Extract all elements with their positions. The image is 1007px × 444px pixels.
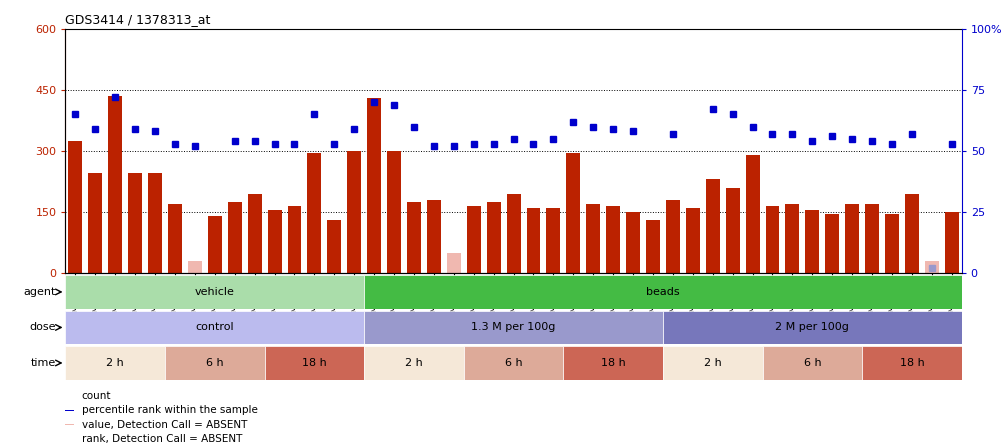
Bar <box>288 206 301 273</box>
Text: 2 h: 2 h <box>704 358 722 368</box>
Text: beads: beads <box>646 287 680 297</box>
Text: percentile rank within the sample: percentile rank within the sample <box>82 405 258 416</box>
Bar <box>368 98 381 273</box>
Bar <box>188 261 201 273</box>
Bar <box>527 208 541 273</box>
Bar <box>89 173 103 273</box>
Bar <box>626 212 640 273</box>
Bar <box>606 206 620 273</box>
Bar <box>65 311 365 344</box>
Text: 6 h: 6 h <box>206 358 224 368</box>
Text: 2 h: 2 h <box>107 358 124 368</box>
Bar <box>765 206 779 273</box>
Bar <box>128 173 142 273</box>
Bar <box>65 439 75 440</box>
Bar <box>327 220 341 273</box>
Bar <box>347 151 362 273</box>
Text: 1.3 M per 100g: 1.3 M per 100g <box>471 322 556 333</box>
Bar <box>845 204 859 273</box>
Bar <box>686 208 700 273</box>
Bar <box>65 275 365 309</box>
Bar <box>785 204 800 273</box>
Bar <box>706 179 720 273</box>
Bar <box>467 206 480 273</box>
Bar <box>646 220 660 273</box>
Text: 18 h: 18 h <box>899 358 924 368</box>
Text: dose: dose <box>29 322 55 333</box>
Bar <box>885 214 899 273</box>
Bar <box>65 424 75 425</box>
Bar <box>68 141 83 273</box>
Text: 18 h: 18 h <box>302 358 327 368</box>
Bar <box>826 214 839 273</box>
Bar <box>65 346 165 380</box>
Text: control: control <box>195 322 235 333</box>
Bar <box>586 204 600 273</box>
Text: time: time <box>30 358 55 368</box>
Text: 18 h: 18 h <box>601 358 625 368</box>
Bar <box>806 210 820 273</box>
Bar <box>407 202 421 273</box>
Text: rank, Detection Call = ABSENT: rank, Detection Call = ABSENT <box>82 434 242 444</box>
Text: 6 h: 6 h <box>804 358 821 368</box>
Bar <box>865 204 879 273</box>
Bar <box>547 208 560 273</box>
Text: value, Detection Call = ABSENT: value, Detection Call = ABSENT <box>82 420 247 430</box>
Text: 2 M per 100g: 2 M per 100g <box>775 322 849 333</box>
Bar <box>486 202 500 273</box>
Bar <box>365 346 464 380</box>
Bar <box>566 153 580 273</box>
Bar <box>307 153 321 273</box>
Bar <box>387 151 401 273</box>
Bar <box>365 275 962 309</box>
Bar <box>109 96 122 273</box>
Text: 2 h: 2 h <box>405 358 423 368</box>
Bar <box>507 194 521 273</box>
Bar <box>165 346 265 380</box>
Bar <box>365 311 663 344</box>
Bar <box>148 173 162 273</box>
Bar <box>945 212 959 273</box>
Bar <box>762 346 862 380</box>
Bar <box>65 410 75 411</box>
Bar <box>905 194 918 273</box>
Bar <box>207 216 222 273</box>
Bar <box>862 346 962 380</box>
Bar <box>248 194 262 273</box>
Bar <box>265 346 365 380</box>
Text: agent: agent <box>23 287 55 297</box>
Bar <box>168 204 182 273</box>
Bar <box>745 155 759 273</box>
Bar <box>427 200 441 273</box>
Bar <box>268 210 282 273</box>
Text: count: count <box>82 391 111 401</box>
Bar <box>228 202 242 273</box>
Bar <box>666 200 680 273</box>
Bar <box>563 346 663 380</box>
Bar <box>726 187 739 273</box>
Bar <box>663 346 762 380</box>
Bar <box>464 346 563 380</box>
Text: GDS3414 / 1378313_at: GDS3414 / 1378313_at <box>65 13 210 26</box>
Bar <box>447 253 461 273</box>
Bar <box>924 261 939 273</box>
Text: vehicle: vehicle <box>195 287 235 297</box>
Text: 6 h: 6 h <box>505 358 523 368</box>
Bar <box>663 311 962 344</box>
